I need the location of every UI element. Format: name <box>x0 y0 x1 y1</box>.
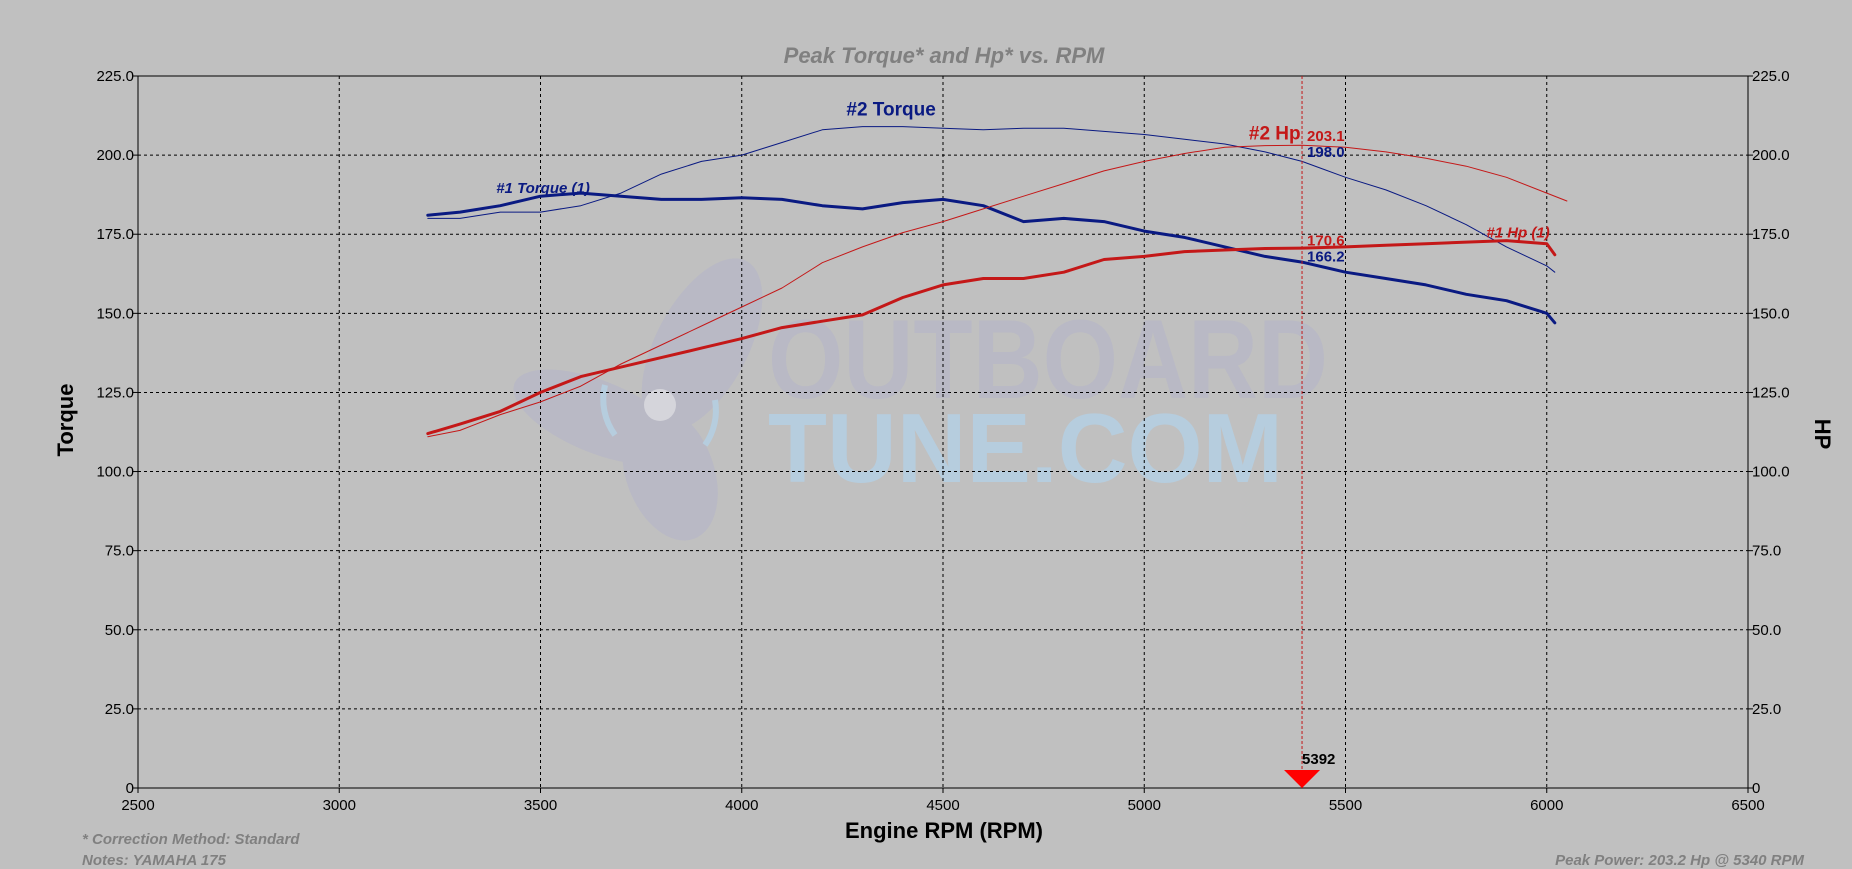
y-tick-label-left: 25.0 <box>105 701 134 718</box>
cursor-readout: 198.0 <box>1307 144 1345 161</box>
x-tick-label: 4500 <box>926 797 959 814</box>
series-line-1 <box>427 126 1556 273</box>
y-tick-label-left: 150.0 <box>96 305 134 322</box>
y-tick-label-right: 75.0 <box>1752 543 1781 560</box>
x-tick-label: 3000 <box>323 797 356 814</box>
footer-correction: * Correction Method: Standard <box>82 831 300 848</box>
propeller-logo-icon <box>513 258 763 541</box>
x-tick-label: 2500 <box>121 797 154 814</box>
cursor-rpm-label: 5392 <box>1302 751 1335 768</box>
series-label: #1 Hp (1) <box>1486 224 1549 241</box>
cursor-readout: 170.6 <box>1307 233 1345 250</box>
x-tick-label: 6000 <box>1530 797 1563 814</box>
y-tick-label-left: 100.0 <box>96 464 134 481</box>
x-tick-label: 5500 <box>1329 797 1362 814</box>
x-tick-label: 4000 <box>725 797 758 814</box>
series-label: #2 Torque <box>846 100 935 121</box>
x-tick-label: 6500 <box>1731 797 1764 814</box>
y-tick-label-left: 50.0 <box>105 622 134 639</box>
grid <box>138 76 1748 788</box>
series-labels: #2 Torque #1 Torque (1) #2 Hp #1 Hp (1) <box>496 100 1550 242</box>
watermark: OUTBOARD TUNE.COM <box>513 258 1328 541</box>
y-tick-label-right: 225.0 <box>1752 68 1790 85</box>
y-axis-title-left: Torque <box>53 384 78 457</box>
footer-peak-power: Peak Power: 203.2 Hp @ 5340 RPM <box>1555 852 1804 869</box>
series-label: #1 Torque (1) <box>496 180 590 197</box>
series-layer <box>426 126 1568 438</box>
y-tick-label-left: 175.0 <box>96 226 134 243</box>
series-line-3 <box>427 144 1568 438</box>
y-tick-label-left: 125.0 <box>96 384 134 401</box>
watermark-line2: TUNE.COM <box>768 393 1283 503</box>
cursor-marker-icon[interactable] <box>1284 770 1321 788</box>
y-tick-label-right: 125.0 <box>1752 384 1790 401</box>
y-tick-label-left: 75.0 <box>105 543 134 560</box>
y-tick-label-right: 150.0 <box>1752 305 1790 322</box>
cursor-readout: 166.2 <box>1307 248 1345 265</box>
series-line-2 <box>426 239 1557 436</box>
y-tick-label-right: 50.0 <box>1752 622 1781 639</box>
x-axis-title: Engine RPM (RPM) <box>845 818 1043 843</box>
y-tick-label-left: 0 <box>126 780 134 797</box>
y-tick-label-right: 25.0 <box>1752 701 1781 718</box>
y-tick-label-left: 200.0 <box>96 147 134 164</box>
y-tick-label-right: 0 <box>1752 780 1760 797</box>
y-axis-title-right: HP <box>1810 419 1835 450</box>
y-tick-label-right: 200.0 <box>1752 147 1790 164</box>
cursor-readout: 203.1 <box>1307 128 1345 145</box>
watermark-line1: OUTBOARD <box>768 297 1328 422</box>
x-tick-label: 3500 <box>524 797 557 814</box>
series-label: #2 Hp <box>1249 123 1301 144</box>
y-tick-label-left: 225.0 <box>96 68 134 85</box>
footer-notes: Notes: YAMAHA 175 <box>82 852 227 869</box>
y-tick-label-right: 100.0 <box>1752 464 1790 481</box>
chart-title: Peak Torque* and Hp* vs. RPM <box>784 43 1105 68</box>
y-tick-label-right: 175.0 <box>1752 226 1790 243</box>
x-tick-label: 5000 <box>1128 797 1161 814</box>
